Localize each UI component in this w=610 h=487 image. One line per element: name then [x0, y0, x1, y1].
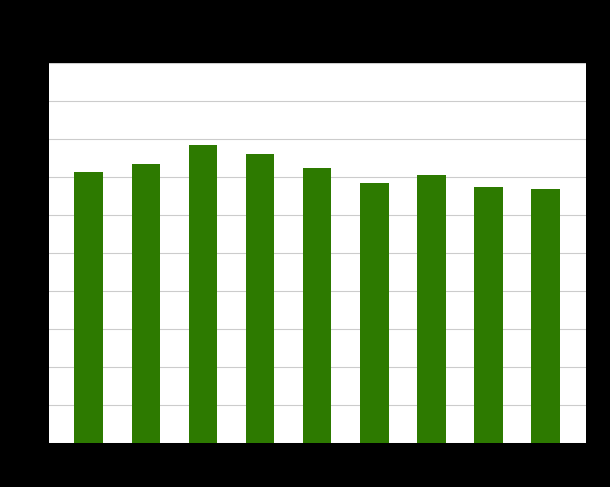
Bar — [417, 175, 446, 443]
Bar — [360, 183, 389, 443]
Bar — [531, 188, 560, 443]
Bar — [132, 164, 160, 443]
Bar — [246, 154, 274, 443]
Bar — [74, 171, 103, 443]
Bar — [188, 145, 217, 443]
Bar — [474, 187, 503, 443]
Bar — [303, 168, 331, 443]
